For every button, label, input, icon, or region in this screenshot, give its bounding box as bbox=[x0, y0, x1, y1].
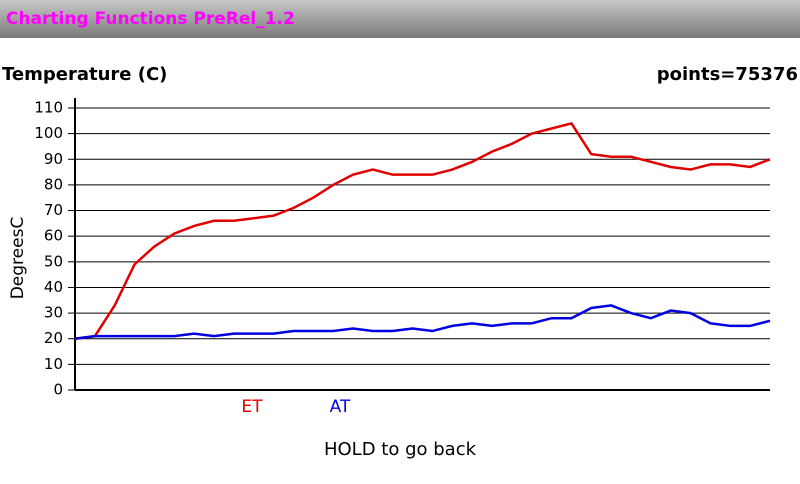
y-tick-label: 100 bbox=[34, 124, 63, 142]
y-tick-label: 0 bbox=[53, 381, 63, 399]
footer: HOLD to go back bbox=[324, 439, 477, 460]
y-tick-label: 90 bbox=[44, 150, 63, 168]
y-tick-label: 20 bbox=[44, 329, 63, 347]
plot: 0 10 20 30 40 50 60 70 80 90 100 110 ET AT bbox=[34, 98, 771, 417]
app-title: Charting Functions PreRel_1.2 bbox=[6, 9, 295, 29]
y-tick-label: 40 bbox=[44, 278, 63, 296]
legend-entry: ET bbox=[241, 397, 263, 417]
y-tick-label: 50 bbox=[44, 252, 63, 270]
y-axis-label: DegreesC bbox=[8, 217, 28, 300]
y-tick-label: 30 bbox=[44, 304, 63, 322]
chart-title: Temperature (C) bbox=[2, 64, 167, 85]
y-tick-label: 10 bbox=[44, 355, 63, 373]
y-tick-label: 110 bbox=[34, 99, 63, 117]
y-tick-label: 80 bbox=[44, 175, 63, 193]
legend-entry: AT bbox=[330, 397, 351, 417]
data-line bbox=[74, 121, 771, 340]
title-bar bbox=[0, 0, 800, 38]
points-label: points=75376 bbox=[657, 64, 798, 85]
data-line bbox=[74, 304, 771, 340]
y-tick-label: 70 bbox=[44, 201, 63, 219]
y-tick-label: 60 bbox=[44, 227, 63, 245]
